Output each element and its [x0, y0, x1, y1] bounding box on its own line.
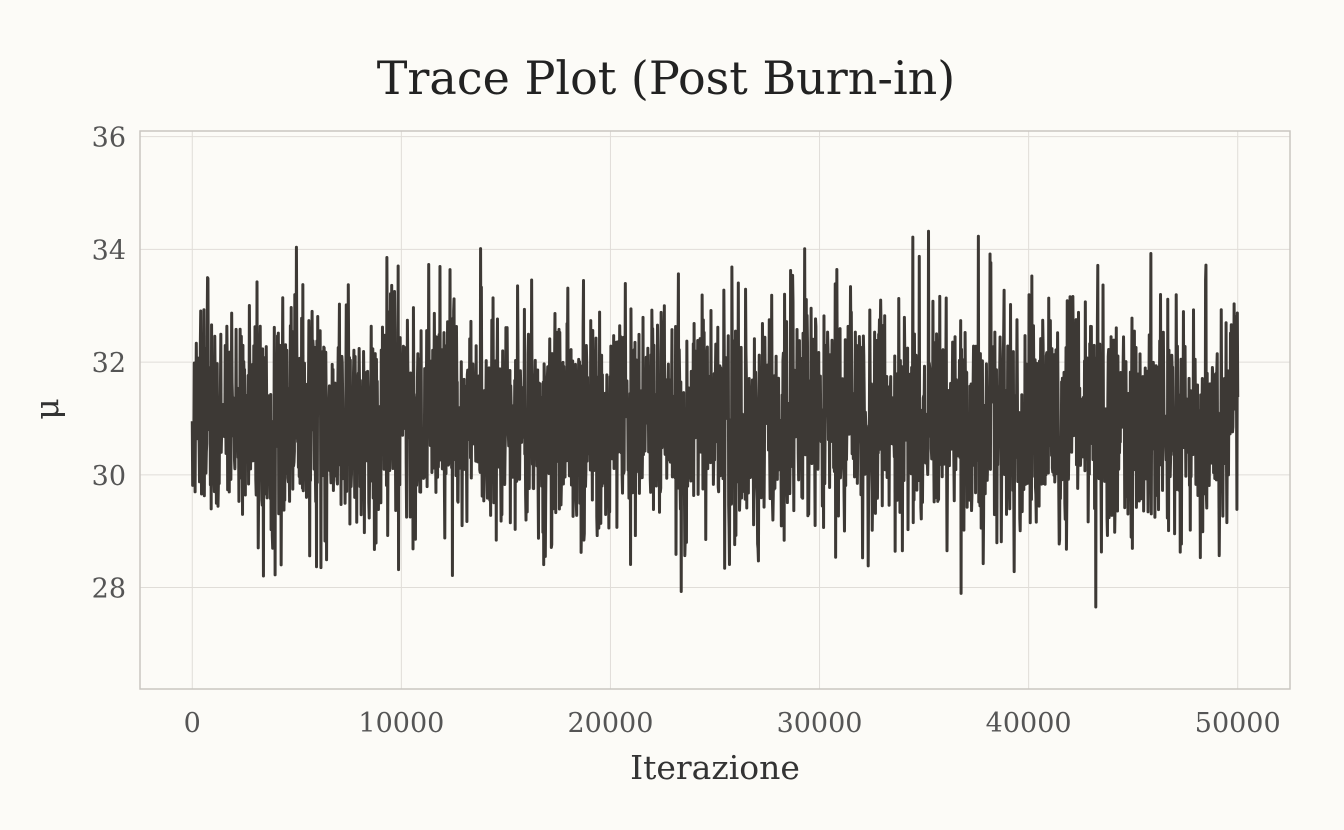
y-axis-ticks: 28 30 32 34 36	[92, 123, 126, 605]
x-tick-label: 0	[184, 708, 201, 739]
y-tick-label: 28	[92, 574, 126, 605]
y-tick-label: 34	[92, 235, 126, 266]
x-axis-label: Iterazione	[630, 748, 800, 787]
y-tick-label: 36	[92, 123, 126, 154]
x-tick-label: 10000	[358, 708, 444, 739]
plot-frame	[139, 130, 1291, 690]
chart-title: Trace Plot (Post Burn-in)	[377, 51, 955, 105]
trace-line-mu	[190, 229, 1240, 609]
x-tick-label: 20000	[568, 708, 654, 739]
trace-series	[190, 229, 1240, 609]
x-axis-ticks: 0 10000 20000 30000 40000 50000	[184, 708, 1281, 739]
y-tick-label: 30	[92, 461, 126, 492]
x-tick-label: 30000	[777, 708, 863, 739]
x-tick-label: 50000	[1195, 708, 1281, 739]
y-tick-label: 32	[92, 348, 126, 379]
y-axis-label: μ	[27, 398, 66, 419]
x-tick-label: 40000	[986, 708, 1072, 739]
